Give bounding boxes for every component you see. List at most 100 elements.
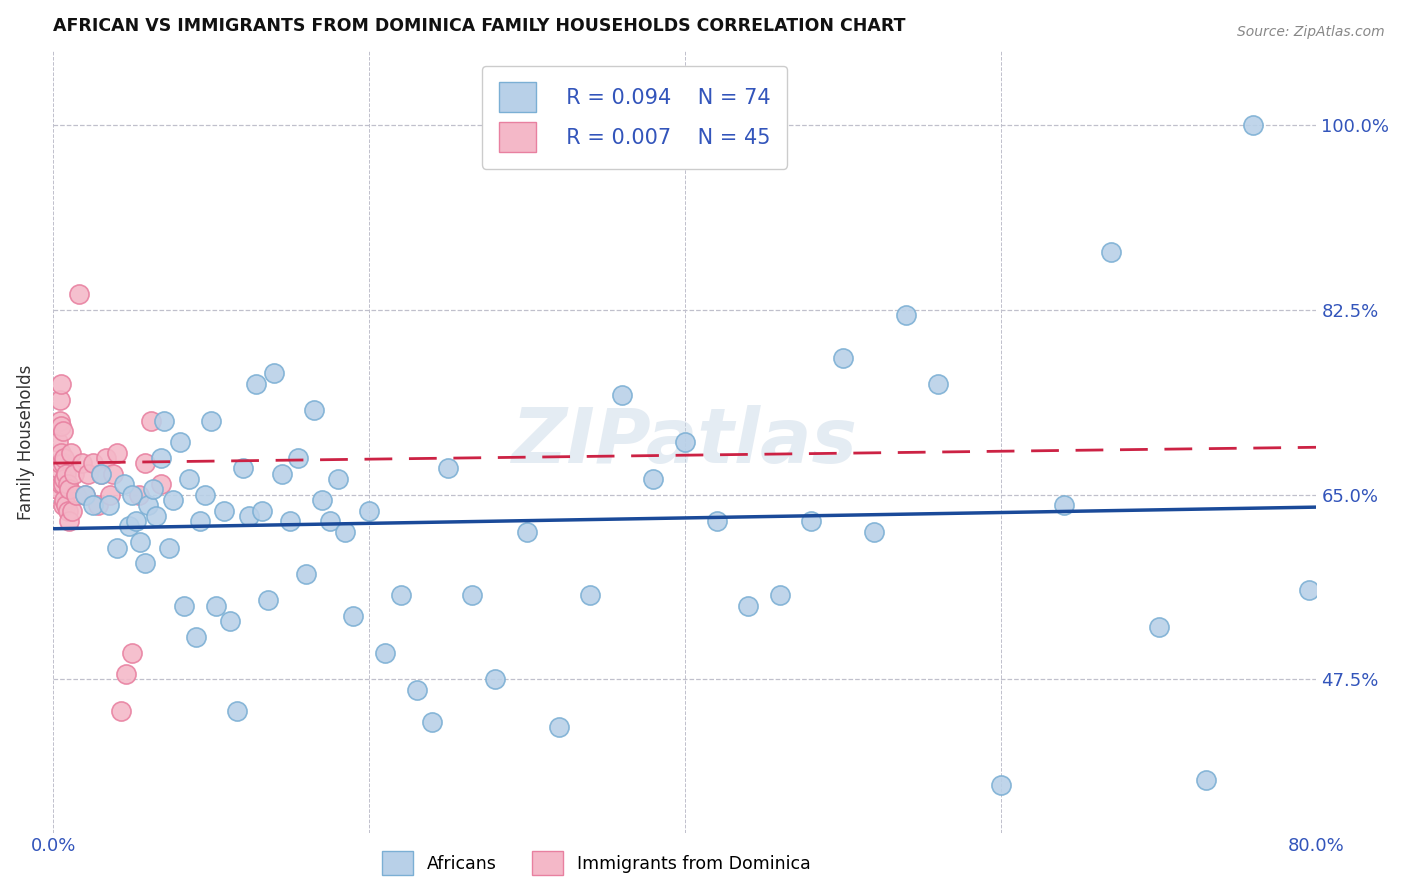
Point	[52, 477, 75, 491]
Point	[405, 683, 427, 698]
Point	[420, 714, 443, 729]
Point	[98, 488, 121, 502]
Point	[162, 493, 184, 508]
Point	[547, 720, 569, 734]
Point	[278, 514, 301, 528]
Point	[157, 541, 180, 555]
Point	[51, 376, 73, 391]
Text: Source: ZipAtlas.com: Source: ZipAtlas.com	[1237, 25, 1385, 39]
Point	[105, 541, 128, 555]
Point	[173, 599, 195, 613]
Point	[46, 461, 69, 475]
Point	[53, 472, 76, 486]
Point	[58, 514, 80, 528]
Point	[52, 425, 75, 439]
Point	[238, 508, 260, 523]
Point	[121, 488, 143, 502]
Point	[1099, 245, 1122, 260]
Point	[129, 535, 152, 549]
Point	[58, 483, 80, 497]
Point	[55, 467, 77, 481]
Point	[63, 467, 86, 481]
Point	[121, 646, 143, 660]
Point	[128, 488, 150, 502]
Point	[67, 287, 90, 301]
Point	[271, 467, 294, 481]
Point	[263, 367, 285, 381]
Point	[319, 514, 342, 528]
Point	[169, 435, 191, 450]
Point	[1147, 620, 1170, 634]
Point	[94, 450, 117, 465]
Point	[894, 309, 917, 323]
Point	[115, 667, 138, 681]
Point	[56, 477, 79, 491]
Point	[335, 524, 357, 539]
Point	[484, 673, 506, 687]
Y-axis label: Family Households: Family Households	[17, 364, 35, 520]
Text: ZIPatlas: ZIPatlas	[512, 405, 858, 479]
Point	[610, 387, 633, 401]
Point	[48, 392, 70, 407]
Point	[86, 499, 108, 513]
Point	[110, 704, 132, 718]
Point	[51, 477, 73, 491]
Point	[118, 519, 141, 533]
Point	[516, 524, 538, 539]
Point	[461, 588, 484, 602]
Point	[437, 461, 460, 475]
Point	[188, 514, 211, 528]
Point	[389, 588, 412, 602]
Point	[800, 514, 823, 528]
Point	[149, 477, 172, 491]
Point	[179, 472, 201, 486]
Point	[579, 588, 602, 602]
Point	[737, 599, 759, 613]
Point	[103, 467, 125, 481]
Point	[134, 557, 156, 571]
Point	[82, 456, 104, 470]
Point	[141, 414, 163, 428]
Point	[706, 514, 728, 528]
Point	[60, 503, 83, 517]
Point	[55, 499, 77, 513]
Point	[374, 646, 396, 660]
Point	[326, 472, 349, 486]
Point	[219, 615, 242, 629]
Point	[51, 445, 73, 459]
Point	[70, 456, 93, 470]
Point	[51, 419, 73, 434]
Point	[73, 488, 96, 502]
Text: AFRICAN VS IMMIGRANTS FROM DOMINICA FAMILY HOUSEHOLDS CORRELATION CHART: AFRICAN VS IMMIGRANTS FROM DOMINICA FAMI…	[53, 17, 905, 35]
Point	[142, 483, 165, 497]
Point	[257, 593, 280, 607]
Point	[105, 445, 128, 459]
Point	[990, 778, 1012, 792]
Point	[136, 499, 159, 513]
Point	[73, 488, 96, 502]
Point	[48, 414, 70, 428]
Point	[232, 461, 254, 475]
Point	[59, 445, 82, 459]
Point	[831, 351, 853, 365]
Point	[77, 467, 100, 481]
Point	[643, 472, 665, 486]
Point	[287, 450, 309, 465]
Point	[212, 503, 235, 517]
Point	[295, 566, 318, 581]
Point	[245, 376, 267, 391]
Point	[124, 514, 146, 528]
Point	[1195, 772, 1218, 787]
Point	[82, 499, 104, 513]
Point	[149, 450, 172, 465]
Point	[225, 704, 247, 718]
Point	[90, 467, 112, 481]
Point	[359, 503, 381, 517]
Point	[52, 456, 75, 470]
Point	[250, 503, 273, 517]
Point	[769, 588, 792, 602]
Point	[1053, 499, 1076, 513]
Point	[145, 508, 167, 523]
Point	[1298, 582, 1320, 597]
Point	[46, 435, 69, 450]
